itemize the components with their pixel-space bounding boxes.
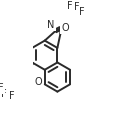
Text: O: O — [62, 23, 69, 33]
Text: F: F — [9, 91, 14, 101]
Text: O: O — [34, 77, 42, 87]
Text: N: N — [47, 20, 54, 30]
Text: F: F — [74, 2, 80, 12]
Text: F: F — [0, 83, 3, 93]
Text: F: F — [79, 7, 84, 17]
Text: F: F — [67, 0, 73, 11]
Text: F: F — [1, 89, 7, 99]
